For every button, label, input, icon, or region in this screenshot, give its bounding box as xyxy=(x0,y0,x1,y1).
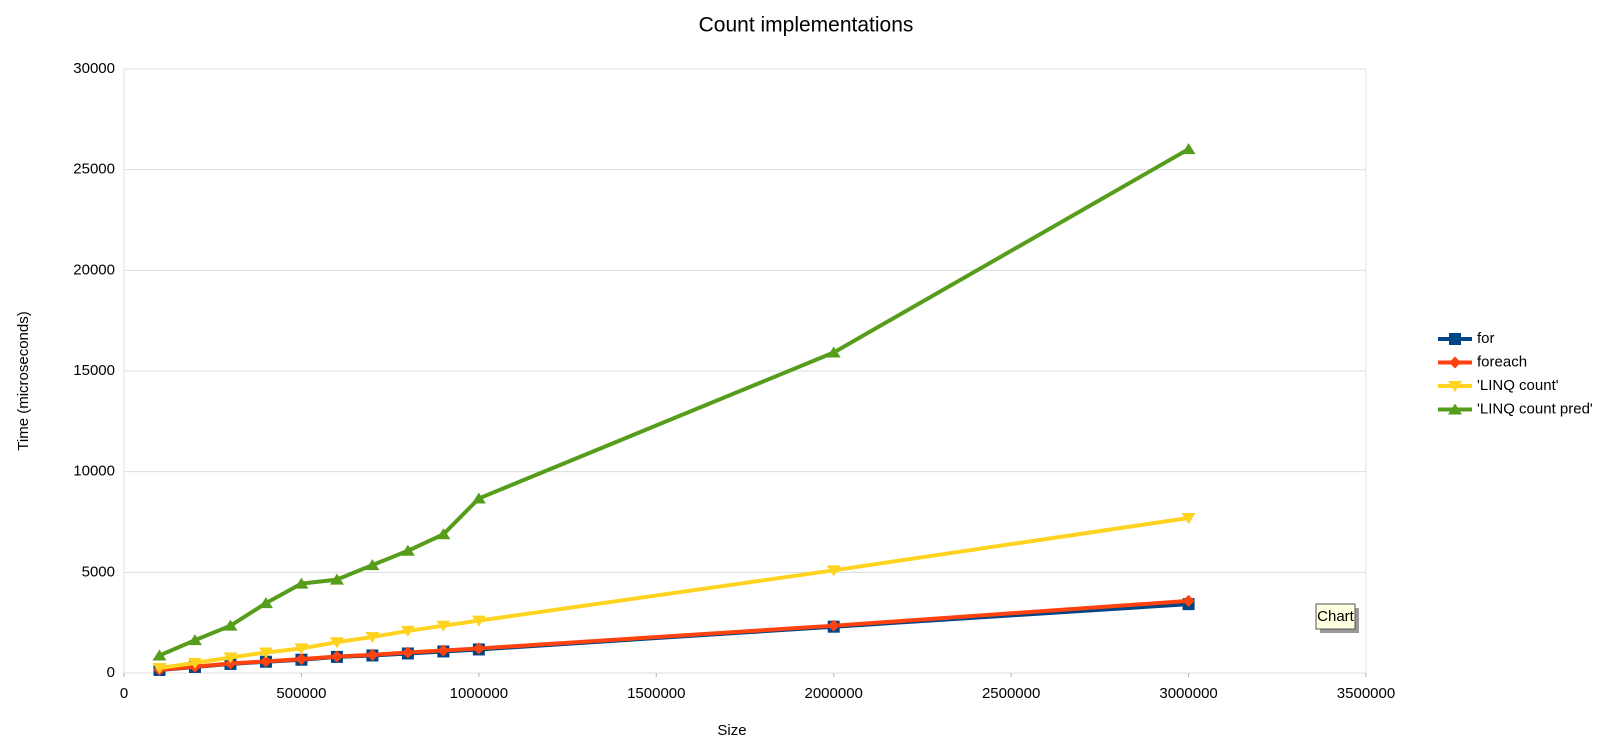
legend-label: for xyxy=(1477,330,1495,347)
legend-label: 'LINQ count' xyxy=(1477,377,1559,394)
legend-label: foreach xyxy=(1477,353,1527,370)
marker xyxy=(365,559,380,571)
marker xyxy=(472,642,485,655)
marker xyxy=(294,577,309,589)
marker xyxy=(1449,333,1461,345)
marker xyxy=(1449,356,1461,369)
marker xyxy=(329,573,344,585)
marker xyxy=(223,652,238,664)
marker xyxy=(436,620,451,632)
marker xyxy=(1181,512,1196,524)
x-tick-label: 3500000 xyxy=(1337,685,1395,702)
marker xyxy=(294,643,309,655)
marker xyxy=(259,655,272,668)
marker xyxy=(365,631,380,643)
legend-label: 'LINQ count pred' xyxy=(1477,400,1593,417)
marker xyxy=(187,657,202,669)
marker xyxy=(258,647,273,659)
marker xyxy=(152,662,167,674)
marker xyxy=(400,625,415,637)
x-tick-label: 500000 xyxy=(276,685,326,702)
marker xyxy=(1448,403,1462,415)
series-line xyxy=(159,515,1189,670)
y-tick-label: 0 xyxy=(107,664,115,681)
marker xyxy=(295,653,308,666)
x-tick-label: 0 xyxy=(120,685,128,702)
x-axis-label: Size xyxy=(717,722,746,739)
y-tick-label: 15000 xyxy=(73,362,115,379)
tooltip-box xyxy=(1315,603,1356,630)
marker xyxy=(1182,594,1195,607)
marker xyxy=(471,615,486,627)
marker xyxy=(152,649,167,661)
chart-title: Count implementations xyxy=(699,14,914,37)
y-tick-label: 30000 xyxy=(73,60,115,77)
marker xyxy=(826,346,841,358)
tooltip-text: Chart xyxy=(1317,608,1355,625)
marker xyxy=(436,528,451,540)
marker xyxy=(224,657,237,670)
marker xyxy=(400,544,415,556)
marker xyxy=(1181,143,1196,155)
y-tick-label: 25000 xyxy=(73,161,115,178)
marker xyxy=(826,565,841,577)
y-tick-label: 10000 xyxy=(73,463,115,480)
y-axis-label: Time (microseconds) xyxy=(15,311,32,450)
marker xyxy=(437,644,450,657)
marker xyxy=(366,648,379,661)
x-tick-label: 2000000 xyxy=(805,685,863,702)
marker xyxy=(329,637,344,649)
series-line xyxy=(159,598,1189,672)
series-line xyxy=(158,147,1190,658)
x-tick-label: 1000000 xyxy=(450,685,508,702)
x-tick-label: 2500000 xyxy=(982,685,1040,702)
y-tick-label: 5000 xyxy=(82,563,115,580)
marker xyxy=(258,597,273,609)
marker xyxy=(401,646,414,659)
marker xyxy=(223,619,238,631)
marker xyxy=(330,650,343,663)
marker xyxy=(471,492,486,504)
marker xyxy=(187,634,202,646)
y-tick-label: 20000 xyxy=(73,261,115,278)
marker xyxy=(827,619,840,632)
x-tick-label: 1500000 xyxy=(627,685,685,702)
x-tick-label: 3000000 xyxy=(1159,685,1217,702)
marker xyxy=(1448,381,1462,392)
